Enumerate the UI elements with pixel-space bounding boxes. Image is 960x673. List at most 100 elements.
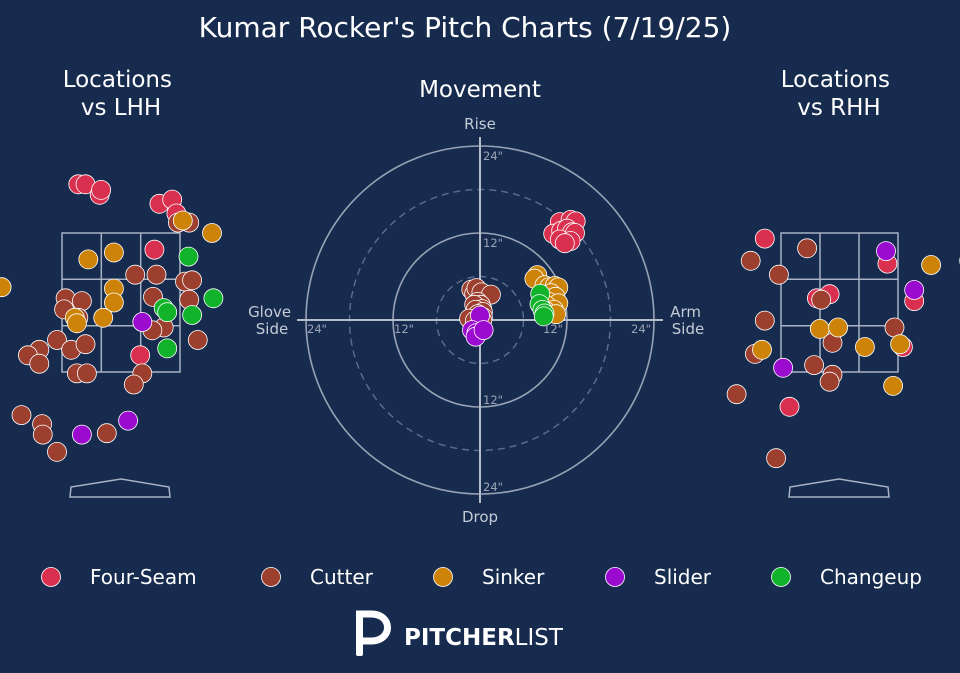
legend-item-four-seam: Four-Seam xyxy=(41,565,197,589)
ring-labels: 24" 12" 12" 24" 24" 12" 12" 24" xyxy=(307,149,651,494)
lhh-point-cutter xyxy=(77,363,97,384)
lhh-title-line-2: vs LHH xyxy=(81,95,161,121)
ring-label-12-top: 12" xyxy=(483,236,503,250)
legend-item-changeup: Changeup xyxy=(771,565,922,589)
ring-label-12-left: 12" xyxy=(394,322,414,336)
rhh-point-cutter xyxy=(797,238,817,259)
lhh-point-cutter xyxy=(72,291,92,312)
movement-pitch-points xyxy=(459,209,586,347)
lhh-home-plate xyxy=(69,478,171,498)
rhh-strike-zone xyxy=(780,232,899,498)
rhh-home-plate xyxy=(788,478,890,498)
lhh-point-changeup xyxy=(157,302,178,323)
lhh-pitch-points xyxy=(0,174,224,462)
rhh-title-line-1: Locations xyxy=(781,67,890,93)
legend-swatch-cutter xyxy=(261,567,281,587)
glove-side-line-2: Side xyxy=(256,320,288,338)
lhh-point-cutter xyxy=(11,405,32,426)
legend-label-changeup: Changeup xyxy=(820,565,922,589)
lhh-point-cutter xyxy=(187,330,208,350)
rhh-point-cutter xyxy=(766,448,786,469)
chart-title: Kumar Rocker's Pitch Charts (7/19/25) xyxy=(199,11,732,44)
rhh-point-cutter xyxy=(819,371,840,392)
lhh-point-changeup xyxy=(157,338,178,359)
pitcherlist-logo: PITCHERLIST xyxy=(356,610,564,656)
lhh-point-cutter xyxy=(123,374,144,395)
rhh-point-cutter xyxy=(740,250,761,271)
rhh-point-cutter xyxy=(804,355,824,376)
lhh-point-sinker xyxy=(172,210,193,231)
legend-swatch-changeup xyxy=(771,567,791,587)
arm-side-line-1: Arm xyxy=(670,303,701,321)
axis-label-rise: Rise xyxy=(464,115,496,133)
lhh-point-cutter xyxy=(47,441,67,462)
lhh-point-changeup xyxy=(203,288,224,309)
movement-panel-title: Movement xyxy=(419,77,541,103)
legend-item-cutter: Cutter xyxy=(261,565,374,589)
movement-polar-grid xyxy=(297,137,663,503)
lhh-point-slider xyxy=(132,312,153,332)
rhh-panel-title: Locations vs RHH xyxy=(781,67,898,121)
legend-item-slider: Slider xyxy=(605,565,712,589)
rhh-point-cutter xyxy=(884,317,905,338)
rhh-point-slider xyxy=(876,241,896,262)
legend-swatch-four-seam xyxy=(41,567,61,587)
lhh-point-four-seam xyxy=(91,179,111,200)
movement-point-changeup xyxy=(533,306,554,327)
rhh-point-four-seam xyxy=(779,396,800,417)
glove-side-line-1: Glove xyxy=(248,303,291,321)
lhh-point-sinker xyxy=(93,307,114,328)
legend-label-cutter: Cutter xyxy=(310,565,374,589)
arm-side-line-2: Side xyxy=(672,320,704,338)
legend-item-sinker: Sinker xyxy=(433,565,545,589)
lhh-point-cutter xyxy=(47,330,67,350)
lhh-point-sinker xyxy=(67,313,87,334)
rhh-point-sinker xyxy=(828,317,848,338)
pitcherlist-p-icon xyxy=(356,610,391,656)
rhh-point-cutter xyxy=(811,289,832,310)
ring-label-12-right: 12" xyxy=(543,322,563,336)
rhh-point-sinker xyxy=(855,337,875,357)
movement-point-four-seam xyxy=(554,233,575,254)
axis-label-arm-side: Arm Side xyxy=(670,303,706,338)
lhh-point-sinker xyxy=(104,292,124,313)
lhh-point-sinker xyxy=(202,223,222,243)
ring-label-24-bottom: 24" xyxy=(483,480,503,494)
lhh-point-cutter xyxy=(182,270,203,291)
logo-p-bowl xyxy=(356,610,391,645)
legend-swatch-sinker xyxy=(433,567,453,587)
rhh-point-cutter xyxy=(726,384,747,405)
rhh-point-sinker xyxy=(890,334,910,355)
lhh-point-slider xyxy=(72,424,92,445)
lhh-point-cutter xyxy=(32,424,53,445)
ring-label-24-left: 24" xyxy=(307,322,327,336)
lhh-point-changeup xyxy=(182,305,203,325)
movement-point-slider xyxy=(473,320,494,341)
lhh-point-sinker xyxy=(78,249,99,270)
lhh-point-cutter xyxy=(125,264,146,285)
ring-label-24-right: 24" xyxy=(631,322,651,336)
legend-swatch-slider xyxy=(605,567,625,587)
lhh-point-four-seam xyxy=(130,345,151,366)
rhh-point-four-seam xyxy=(754,228,775,249)
rhh-point-slider xyxy=(773,357,793,378)
logo-p-stem xyxy=(356,614,363,656)
lhh-point-four-seam xyxy=(144,239,165,260)
lhh-title-line-1: Locations xyxy=(63,67,172,93)
rhh-point-sinker xyxy=(809,318,830,339)
rhh-pitch-points xyxy=(726,228,960,469)
lhh-point-cutter xyxy=(75,334,96,355)
rhh-point-sinker xyxy=(752,339,772,360)
axis-label-glove-side: Glove Side xyxy=(248,303,296,338)
lhh-point-cutter xyxy=(29,353,50,374)
rhh-point-cutter xyxy=(769,264,789,285)
lhh-point-sinker xyxy=(104,242,124,263)
rhh-title-line-2: vs RHH xyxy=(797,95,880,121)
legend-label-slider: Slider xyxy=(654,565,712,589)
lhh-point-slider xyxy=(118,410,139,431)
lhh-point-changeup xyxy=(178,246,199,267)
lhh-point-cutter xyxy=(146,264,167,285)
brand-wordmark: PITCHERLIST xyxy=(404,625,564,651)
